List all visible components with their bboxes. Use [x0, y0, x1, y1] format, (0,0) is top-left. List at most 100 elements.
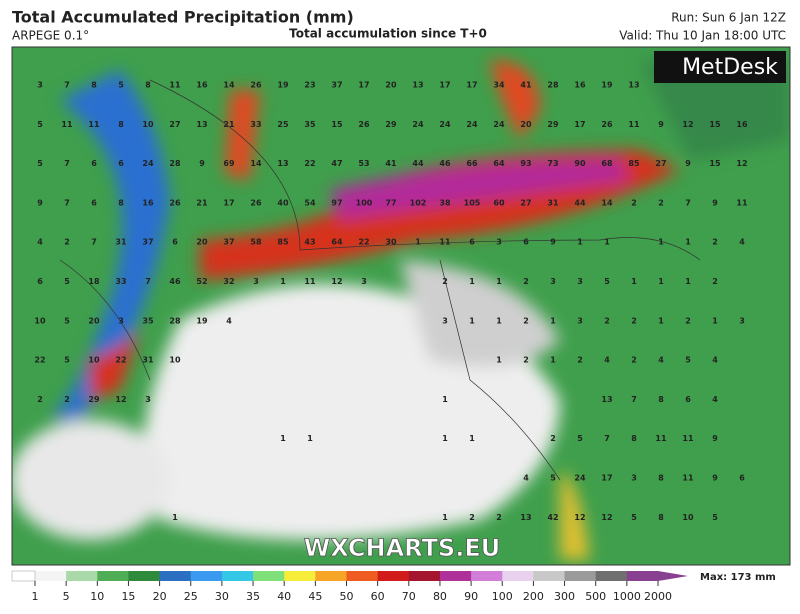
- precip-label: 3: [361, 277, 367, 286]
- precip-label: 7: [64, 198, 70, 207]
- logo-box: [654, 51, 786, 83]
- precip-label: 19: [277, 81, 289, 90]
- precip-label: 21: [196, 198, 208, 207]
- color-swatch: [377, 571, 410, 581]
- precip-label: 28: [547, 81, 559, 90]
- color-swatch: [66, 571, 98, 581]
- precip-label: 2: [631, 356, 637, 365]
- precip-label: 16: [574, 81, 586, 90]
- precip-label: 38: [439, 198, 451, 207]
- precip-label: 4: [712, 395, 718, 404]
- precip-label: 1: [604, 238, 610, 247]
- colorbar-label: 10: [90, 590, 104, 603]
- precip-label: 1: [685, 277, 691, 286]
- precip-label: 1: [685, 238, 691, 247]
- precip-label: 54: [304, 198, 316, 207]
- precip-label: 5: [631, 513, 637, 522]
- precip-label: 5: [37, 159, 43, 168]
- map-labels: 3 7 8 5 8 11 16 14 26 19 23 37 17 20 13 17 17 34 41 28 16 19 1…: [34, 81, 748, 522]
- precip-label: 8: [631, 434, 637, 443]
- colorbar-label: 80: [433, 590, 447, 603]
- precip-label: 6: [118, 159, 124, 168]
- precip-label: 1: [712, 316, 718, 325]
- precip-label: 1: [496, 316, 502, 325]
- precip-label: 66: [466, 159, 478, 168]
- precip-label: 1: [496, 356, 502, 365]
- color-swatch: [159, 571, 192, 581]
- precip-label: 20: [520, 120, 532, 129]
- precip-label: 11: [304, 277, 316, 286]
- precip-label: 53: [358, 159, 369, 168]
- precip-label: 12: [331, 277, 342, 286]
- precip-label: 6: [685, 395, 691, 404]
- precip-label: 44: [574, 198, 586, 207]
- precip-label: 24: [142, 159, 154, 168]
- precip-label: 10: [88, 356, 100, 365]
- colorbar-label: 60: [371, 590, 385, 603]
- precip-label: 69: [223, 159, 235, 168]
- precip-label: 4: [37, 238, 43, 247]
- precip-label: 20: [196, 238, 208, 247]
- precip-label: 9: [712, 434, 718, 443]
- precip-label: 19: [601, 81, 613, 90]
- precip-label: 5: [550, 474, 556, 483]
- precip-label: 93: [520, 159, 531, 168]
- precip-label: 7: [64, 159, 70, 168]
- precip-label: 41: [385, 159, 397, 168]
- color-swatch: [315, 571, 347, 581]
- precip-label: 105: [464, 198, 481, 207]
- precip-label: 9: [37, 198, 43, 207]
- colorbar-arrow: [658, 571, 688, 581]
- colorbar-label: 100: [492, 590, 513, 603]
- color-swatch: [564, 571, 597, 581]
- precip-label: 8: [91, 81, 97, 90]
- precip-label: 3: [631, 474, 637, 483]
- precip-label: 2: [523, 356, 529, 365]
- precip-label: 20: [385, 81, 397, 90]
- precip-label: 7: [685, 198, 691, 207]
- precip-label: 11: [169, 81, 181, 90]
- run: Run: Sun 6 Jan 12Z: [671, 11, 786, 25]
- color-swatch: [595, 571, 628, 581]
- precip-label: 11: [88, 120, 100, 129]
- color-swatch: [190, 571, 223, 581]
- precip-label: 29: [547, 120, 559, 129]
- colorbar-label: 15: [121, 590, 135, 603]
- precip-label: 37: [142, 238, 153, 247]
- precip-label: 31: [115, 238, 127, 247]
- precip-label: 1: [469, 434, 475, 443]
- max-label: Max: 173 mm: [700, 572, 776, 583]
- precip-label: 14: [601, 198, 613, 207]
- precip-label: 11: [655, 434, 667, 443]
- precip-label: 1: [280, 277, 286, 286]
- precip-label: 12: [682, 120, 693, 129]
- colorbar-label: 40: [277, 590, 291, 603]
- color-swatch: [471, 571, 503, 581]
- precip-label: 30: [385, 238, 397, 247]
- precip-label: 3: [37, 81, 43, 90]
- precip-label: 1: [550, 316, 556, 325]
- precip-label: 5: [604, 277, 610, 286]
- precip-label: 13: [601, 395, 612, 404]
- precip-label: 35: [304, 120, 316, 129]
- precip-label: 27: [655, 159, 666, 168]
- precip-label: 10: [34, 316, 46, 325]
- precip-label: 6: [739, 474, 745, 483]
- precip-label: 33: [115, 277, 126, 286]
- precip-label: 24: [439, 120, 451, 129]
- precip-label: 43: [304, 238, 315, 247]
- precip-label: 29: [88, 395, 100, 404]
- precip-label: 1: [307, 434, 313, 443]
- precip-label: 6: [172, 238, 178, 247]
- precip-label: 28: [169, 316, 181, 325]
- precip-label: 15: [709, 120, 721, 129]
- logo: MetDesk: [682, 55, 778, 80]
- precip-label: 4: [739, 238, 745, 247]
- precip-label: 17: [574, 120, 585, 129]
- precip-label: 3: [253, 277, 259, 286]
- precip-label: 6: [37, 277, 43, 286]
- precip-label: 33: [250, 120, 261, 129]
- precip-label: 22: [115, 356, 126, 365]
- precip-label: 4: [226, 316, 232, 325]
- precip-label: 10: [169, 356, 181, 365]
